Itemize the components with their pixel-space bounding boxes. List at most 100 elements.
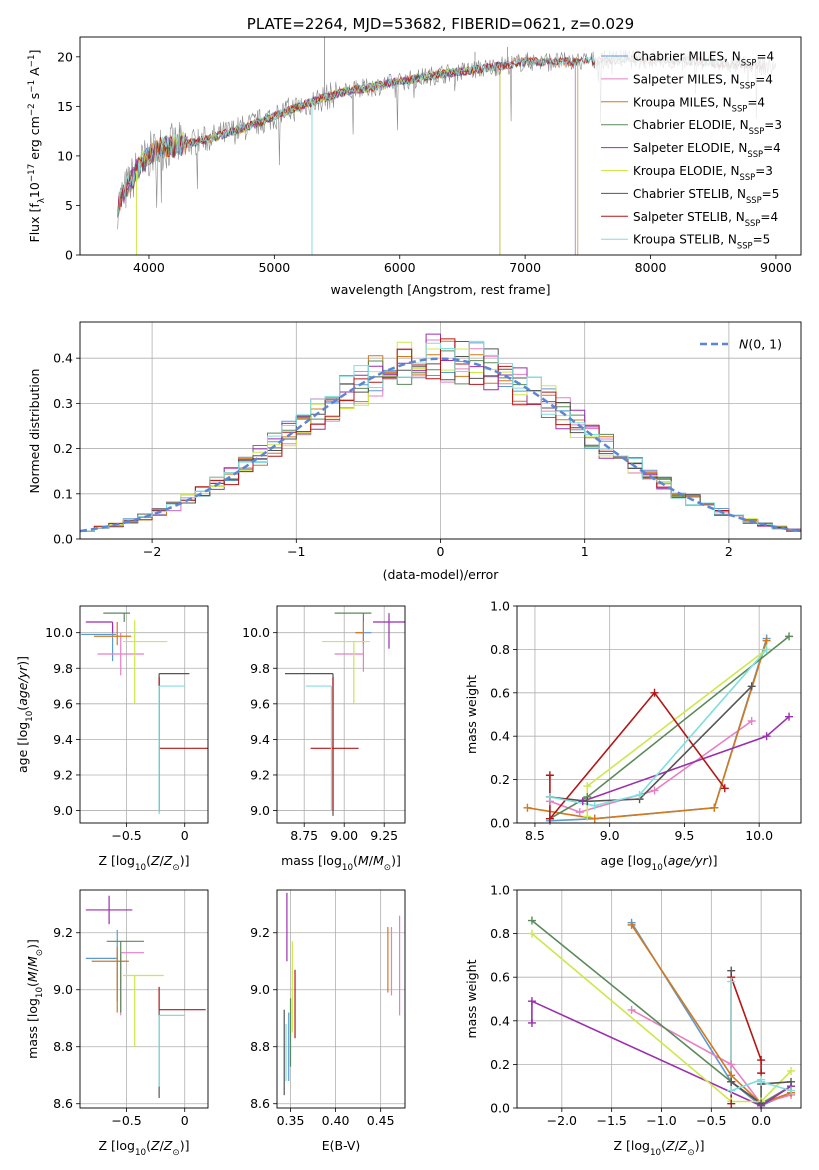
series-marker-salpeter_elodie: [527, 1018, 536, 1027]
y-tick-label: 0.0: [490, 1101, 510, 1116]
y-tick-label: 9.0: [53, 982, 73, 997]
panel-z_vs_mass: −0.5 0 8.6 8.8 9.0 9.2: [53, 889, 209, 1128]
y-tick-label: 0.8: [490, 642, 510, 657]
x-axis-label: Z [log10(Z/Z⊙)]: [99, 853, 190, 873]
y-tick-label: 9.2: [250, 767, 270, 782]
y-tick-label: 8.6: [250, 1096, 270, 1111]
legend-entry: Kroupa ELODIE, NSSP=3: [633, 164, 773, 182]
x-tick-label: 0.0: [751, 1113, 771, 1128]
series-line-salpeter_miles: [631, 1009, 792, 1105]
axes-frame: [276, 605, 406, 824]
plot-area: [527, 635, 790, 822]
x-axis-label: Z [log10(Z/Z⊙)]: [614, 1138, 705, 1158]
x-tick-label: −0.5: [696, 1113, 726, 1128]
series-marker-salpeter_miles: [650, 786, 659, 795]
series-marker-kroupa_miles: [523, 803, 532, 812]
y-tick-label: 20: [57, 49, 73, 64]
panel-mass_vs_age: 8.75 9.00 9.25 9.0 9.2 9.4 9.6 9.8 10.0: [242, 605, 406, 843]
y-axis-label: Flux [fλ10−17 erg cm−2 s−1 A−1]: [27, 50, 47, 243]
x-tick-label: 0: [181, 1113, 189, 1128]
legend-entry: Salpeter MILES, NSSP=4: [633, 72, 773, 90]
x-tick-label: −2: [143, 544, 161, 559]
legend-entry: N(0, 1): [739, 337, 782, 352]
y-tick-label: 9.2: [53, 925, 73, 940]
y-axis-label: mass weight: [464, 675, 479, 754]
series-line-salpeter_elodie: [582, 716, 790, 803]
panel-residuals: −2 −1 0 1 2 0.0 0.1 0.2 0.3 0.4: [53, 321, 802, 559]
x-tick-label: 7000: [509, 260, 541, 275]
x-axis-label: Z [log10(Z/Z⊙)]: [99, 1138, 190, 1158]
plot-area: [531, 919, 792, 1107]
y-tick-label: 9.6: [53, 696, 73, 711]
model-line-salpeter_miles: [117, 56, 576, 255]
series-marker-kroupa_miles: [710, 803, 719, 812]
x-tick-label: 0: [437, 544, 445, 559]
x-tick-label: 1: [581, 544, 589, 559]
panel-z_vs_age: −0.5 0 9.0 9.2 9.4 9.6 9.8 10.0: [45, 605, 209, 843]
series-marker-chabrier_elodie: [527, 916, 536, 925]
histogram-kroupa_stelib: [80, 340, 801, 532]
y-tick-label: 0.4: [490, 1013, 510, 1028]
x-tick-label: 9000: [760, 260, 792, 275]
panel-weight_vs_age: 8.5 9.0 9.5 10.0 0.0 0.2 0.4 0.6 0.8 1.0: [490, 599, 802, 843]
series-marker-kroupa_stelib: [727, 977, 736, 986]
series-marker-kroupa_stelib: [762, 645, 771, 654]
y-tick-label: 0.6: [490, 685, 510, 700]
x-tick-label: 0.35: [277, 1113, 305, 1128]
y-tick-label: 9.8: [53, 661, 73, 676]
series-marker-kroupa_miles: [762, 636, 771, 645]
legend: Chabrier MILES, NSSP=4 Salpeter MILES, NS…: [595, 43, 795, 251]
series-marker-chabrier_stelib: [757, 1099, 766, 1108]
x-tick-label: −2.0: [547, 1113, 577, 1128]
x-tick-label: 9.00: [330, 828, 358, 843]
series-line-chabrier_stelib: [549, 685, 753, 803]
legend-entry: Chabrier MILES, NSSP=4: [633, 50, 774, 68]
series-marker-salpeter_miles: [575, 808, 584, 817]
y-tick-label: 8.8: [53, 1039, 73, 1054]
series-marker-salpeter_stelib: [757, 1056, 766, 1065]
series-line-salpeter_elodie: [531, 999, 792, 1107]
y-tick-label: 0.0: [53, 532, 73, 547]
x-tick-label: 2: [725, 544, 733, 559]
series-line-chabrier_miles: [549, 638, 768, 822]
y-tick-label: 9.6: [250, 696, 270, 711]
series-marker-chabrier_stelib: [747, 682, 756, 691]
y-tick-label: 0.0: [490, 816, 510, 831]
axes-frame: [516, 889, 802, 1109]
x-axis-label: E(B-V): [322, 1138, 361, 1153]
series-line-salpeter_miles: [549, 720, 753, 813]
legend-entry: Salpeter STELIB, NSSP=4: [633, 210, 778, 228]
series-marker-kroupa_stelib: [635, 790, 644, 799]
legend-entry: Chabrier ELODIE, NSSP=3: [633, 118, 782, 136]
series-marker-salpeter_elodie: [762, 732, 771, 741]
series-marker-kroupa_miles: [627, 920, 636, 929]
series-marker-salpeter_miles: [727, 1060, 736, 1069]
y-tick-label: 8.8: [250, 1039, 270, 1054]
series-marker-salpeter_stelib: [720, 784, 729, 793]
x-axis-label: wavelength [Angstrom, rest frame]: [330, 282, 550, 297]
y-tick-label: 0.4: [490, 729, 510, 744]
x-axis-label: (data-model)/error: [383, 567, 500, 582]
series-marker-salpeter_miles: [627, 1005, 636, 1014]
y-axis-label: age [log10(age/yr)]: [15, 656, 35, 773]
series-marker-chabrier_stelib: [583, 797, 592, 806]
histogram-salpeter_stelib: [80, 338, 801, 532]
y-tick-label: 1.0: [490, 599, 510, 614]
series-marker-kroupa_elodie: [583, 782, 592, 791]
x-tick-label: 6000: [384, 260, 416, 275]
series-marker-kroupa_stelib: [545, 792, 554, 801]
x-tick-label: 0.45: [367, 1113, 395, 1128]
series-marker-kroupa_stelib: [727, 1086, 736, 1095]
series-line-kroupa_miles: [630, 924, 792, 1105]
x-tick-label: 9.25: [370, 828, 398, 843]
legend-entry: Salpeter ELODIE, NSSP=4: [633, 141, 781, 159]
y-tick-label: 0.4: [53, 351, 73, 366]
y-tick-label: 9.0: [250, 982, 270, 997]
series-marker-kroupa_elodie: [583, 812, 592, 821]
y-tick-label: 0: [65, 248, 73, 263]
x-tick-label: 4000: [133, 260, 165, 275]
axes-frame: [79, 321, 802, 540]
axes-frame: [79, 36, 802, 256]
x-tick-label: 8.5: [525, 828, 545, 843]
